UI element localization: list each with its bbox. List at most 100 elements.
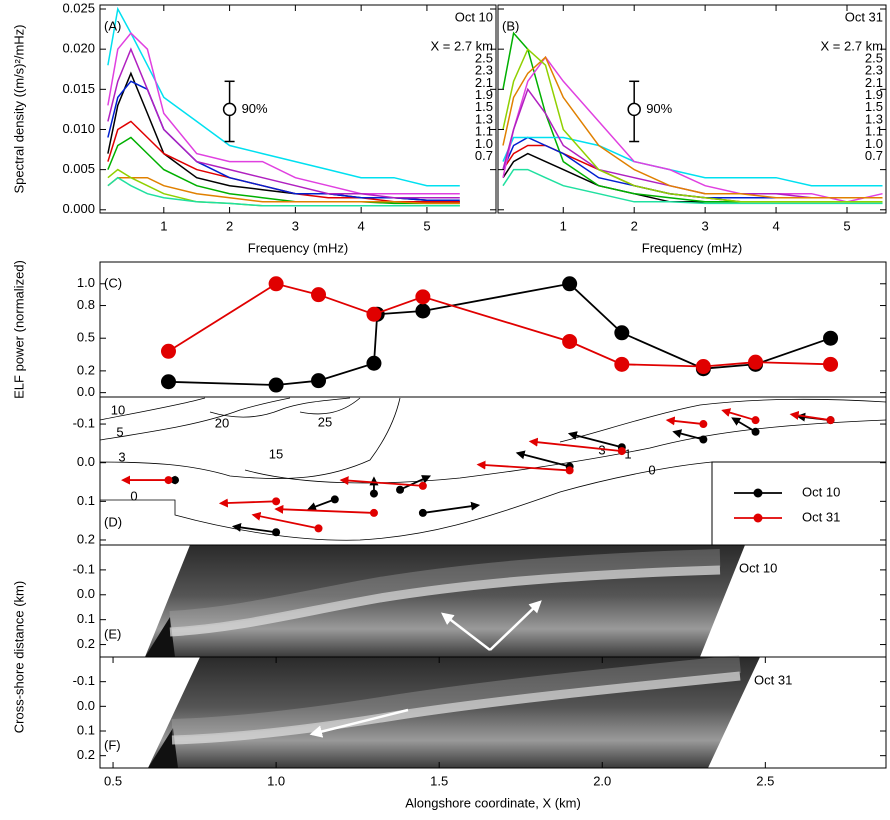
vector-origin <box>751 427 760 436</box>
contour-label: 5 <box>116 424 123 439</box>
vector-origin <box>751 416 760 425</box>
y-axis-label: Cross-shore distance (km) <box>11 581 26 733</box>
image-edge <box>145 617 175 657</box>
foam-band <box>169 565 721 637</box>
contour-line <box>99 397 206 421</box>
elf-point <box>415 303 431 319</box>
vector-arrow <box>251 511 319 530</box>
aerial-image <box>148 657 760 768</box>
vector-arrow <box>274 504 374 514</box>
panel-label: (A) <box>104 18 121 33</box>
legend-entry: 0.7 <box>475 148 493 163</box>
spectrum-line <box>107 6 460 187</box>
legend-marker <box>753 513 763 523</box>
vector-arrow <box>789 410 831 422</box>
contour-line <box>209 397 351 418</box>
x-tick-label: 3 <box>702 218 709 233</box>
error-center <box>627 102 641 117</box>
elf-point <box>823 356 839 372</box>
y-tick-label: 0.0 <box>77 586 95 601</box>
y-tick-label: 0.000 <box>62 201 95 216</box>
x-axis-label: Frequency (mHz) <box>248 240 348 255</box>
elf-point <box>268 377 284 393</box>
contour-label: 3 <box>118 449 125 464</box>
panel-label: (E) <box>104 626 121 641</box>
vector-origin <box>418 481 427 490</box>
y-tick-label: 0.2 <box>77 362 95 377</box>
plot-frame <box>99 4 497 214</box>
y-tick-label: -0.1 <box>73 561 95 576</box>
x-tick-label: 2.0 <box>593 773 611 788</box>
x-tick-label: 2.5 <box>756 773 774 788</box>
y-tick-label: 0.1 <box>77 611 95 626</box>
y-tick-label: 0.8 <box>77 297 95 312</box>
elf-point <box>614 356 630 372</box>
spectrum-line <box>107 31 460 195</box>
vector-origin <box>369 489 378 498</box>
image-date: Oct 10 <box>739 560 777 575</box>
spectrum-line <box>107 176 460 207</box>
y-tick-label: 0.5 <box>77 330 95 345</box>
legend-entry: 2.5 <box>865 50 883 65</box>
elf-line <box>168 282 831 386</box>
contour-line <box>299 397 361 415</box>
x-tick-label: 4 <box>772 218 779 233</box>
x-tick-label: 2 <box>631 218 638 233</box>
vector-arrow <box>399 475 432 491</box>
elf-point <box>160 343 176 359</box>
elf-point <box>366 355 382 371</box>
contour-label: 3 <box>598 442 605 457</box>
legend-entry: 1.9 <box>475 87 493 102</box>
elf-point <box>748 354 764 370</box>
legend-entry: 2.5 <box>475 50 493 65</box>
vector-arrow <box>231 522 277 534</box>
y-tick-label: -0.1 <box>73 415 95 430</box>
spectrum-line <box>502 87 883 199</box>
legend-entry: 1.5 <box>865 99 883 114</box>
elf-line <box>168 282 831 368</box>
legend-entry: 1.5 <box>475 99 493 114</box>
contour-label: 0 <box>130 488 137 503</box>
legend-entry: 1.0 <box>865 136 883 151</box>
legend-entry: 1.3 <box>475 111 493 126</box>
x-tick-label: 3 <box>292 218 299 233</box>
contour-label: 0 <box>648 462 655 477</box>
panel-label: (C) <box>104 275 122 290</box>
spectrum-line <box>502 152 883 203</box>
legend-entry: Oct 31 <box>802 509 840 524</box>
vector-origin <box>369 508 378 517</box>
image-date: Oct 31 <box>754 672 792 687</box>
vector-origin <box>330 495 339 504</box>
legend-entry: 1.3 <box>865 111 883 126</box>
annotation-arrow <box>489 600 542 651</box>
error-label: 90% <box>242 101 268 116</box>
y-tick-label: 0.0 <box>77 384 95 399</box>
foam-band <box>169 549 721 629</box>
vector-origin <box>565 466 574 475</box>
x-tick-label: 5 <box>843 218 850 233</box>
plot-lines <box>502 31 883 205</box>
legend-title: Oct 10 <box>455 9 493 24</box>
y-tick-label: -0.1 <box>73 673 95 688</box>
y-tick-label: 0.1 <box>77 722 95 737</box>
vector-origin <box>164 476 173 485</box>
vector-origin <box>699 420 708 429</box>
vector-origin <box>314 524 323 533</box>
annotation-arrow <box>309 708 409 738</box>
x-tick-label: 1 <box>160 218 167 233</box>
legend-entry: 2.3 <box>865 63 883 78</box>
y-tick-label: 0.010 <box>62 121 95 136</box>
plot-frame <box>99 656 887 769</box>
spectrum-line <box>502 47 883 203</box>
vector-origin <box>826 416 835 425</box>
elf-point <box>366 306 382 322</box>
foam-band <box>171 671 741 745</box>
contour-label: 1 <box>624 446 631 461</box>
error-center <box>222 102 237 117</box>
panel-label: (D) <box>104 514 122 529</box>
contour-label: 25 <box>318 414 332 429</box>
y-tick-label: 0.2 <box>77 747 95 762</box>
contour-label: 20 <box>215 415 229 430</box>
spectrum-line <box>107 136 460 205</box>
